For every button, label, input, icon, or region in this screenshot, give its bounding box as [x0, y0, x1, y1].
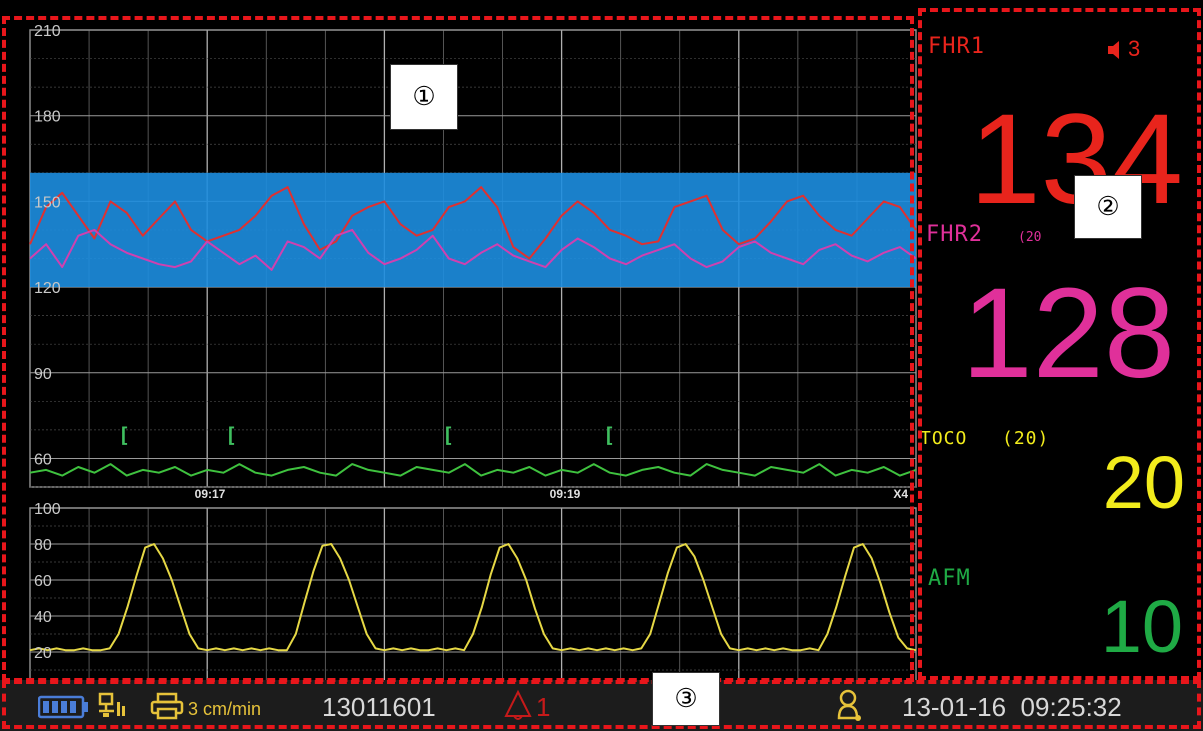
callout-2: ② — [1074, 175, 1142, 239]
movement-markers: [ [ [ [ — [118, 423, 615, 447]
battery-icon — [37, 694, 90, 725]
patient-id: 13011601 — [322, 692, 436, 722]
toco-baseline: (20) — [1002, 428, 1050, 449]
fhr-trace-3 — [29, 463, 917, 477]
toco-tick-label: 60 — [34, 573, 52, 590]
fhr-tick-label: 150 — [34, 194, 61, 211]
waveform-panel: [ [ [ [ 210 180 150 120 90 60 100 80 60 40 … — [29, 23, 917, 690]
nurse-call-icon[interactable] — [834, 688, 864, 729]
fhr2-offset: (20 — [1018, 230, 1042, 245]
toco-label: TOCO — [920, 428, 968, 449]
fhr-tick-label: 180 — [34, 109, 61, 126]
fhr-tick-label: 60 — [34, 451, 52, 468]
toco-trace — [29, 543, 917, 652]
network-icon — [98, 692, 128, 725]
chart-grid — [29, 29, 917, 689]
status-bar: 3 cm/min 13011601 1 13-01-16 09:25:32 — [0, 680, 1203, 731]
movement-marker: [ — [442, 423, 454, 447]
speed-indicator: X4 — [893, 487, 908, 501]
callout-3: ③ — [652, 672, 720, 726]
datetime: 13-01-16 09:25:32 — [902, 692, 1122, 722]
traces — [29, 186, 917, 652]
callout-1: ① — [390, 64, 458, 130]
toco-tick-label: 80 — [34, 537, 52, 554]
time-label: 09:17 — [195, 487, 226, 501]
fhr1-volume: 3 — [1128, 36, 1142, 61]
alarm-bell-icon[interactable] — [500, 688, 536, 729]
fhr-tick-label: 210 — [34, 23, 61, 40]
fhr-tick-label: 90 — [34, 366, 52, 383]
toco-value: 20 — [1102, 441, 1185, 524]
normal-band-rect — [30, 172, 916, 288]
fhr1-label: FHR1 — [928, 34, 985, 59]
movement-marker: [ — [118, 423, 130, 447]
afm-value: 10 — [1100, 585, 1183, 668]
movement-marker: [ — [225, 423, 237, 447]
fhr-trace-2 — [29, 228, 917, 271]
fhr2-label: FHR2 — [926, 222, 983, 247]
fhr2-value: 128 — [961, 262, 1175, 405]
toco-tick-label: 100 — [34, 501, 61, 518]
movement-marker: [ — [603, 423, 615, 447]
print-speed: 3 cm/min — [188, 699, 262, 719]
fhr-tick-label: 120 — [34, 280, 61, 297]
afm-label: AFM — [928, 566, 971, 591]
printer-icon[interactable] — [150, 692, 184, 725]
toco-tick-label: 40 — [34, 609, 52, 626]
toco-tick-label: 20 — [34, 645, 52, 662]
time-label: 09:19 — [550, 487, 581, 501]
fhr-normal-band — [30, 172, 916, 288]
axis-labels: 210 180 150 120 90 60 100 80 60 40 20 0 … — [34, 23, 908, 690]
alarm-count: 1 — [536, 692, 551, 722]
fhr-trace-1 — [29, 186, 917, 260]
speaker-icon[interactable] — [1106, 38, 1126, 62]
